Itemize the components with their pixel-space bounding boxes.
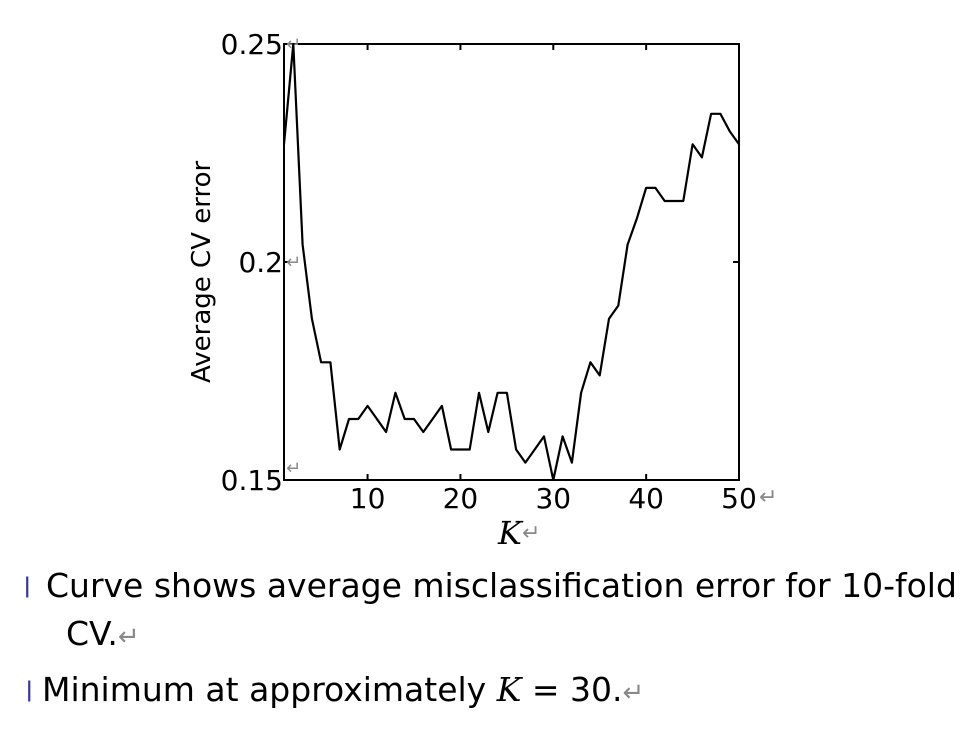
y-ticks: 0.15 ↵0.2 ↵0.25 ↵ [221, 28, 739, 497]
x-label-return-mark: ↵ [522, 521, 540, 546]
x-tick-return-mark: ↵ [759, 485, 777, 510]
bullet-2-text-after: = 30. [521, 670, 623, 709]
x-ticks: 10 20 30 40 50 ↵ [350, 44, 777, 515]
x-axis-label: K [497, 514, 524, 552]
y-tick-label: 0.25 [221, 28, 283, 61]
return-mark-icon: ↵ [622, 678, 645, 708]
bullet-2-variable: K [496, 670, 522, 709]
bullet-item-1: Curve shows average misclassification er… [46, 562, 957, 610]
bullet-1-line-2: CV. [66, 614, 118, 653]
cv-error-chart: 10 20 30 40 50 ↵ 0.15 ↵0.2 ↵0.25 ↵ Average CV er… [187, 28, 777, 552]
bullet-item-1-cont: CV.↵ [66, 610, 140, 661]
x-tick-label: 10 [350, 482, 386, 515]
x-tick-label: 20 [443, 482, 479, 515]
bullet-marker-icon: ǀ [26, 678, 33, 703]
return-mark-icon: ↵ [117, 622, 140, 652]
x-tick-label: 30 [535, 482, 571, 515]
y-tick-return-mark: ↵ [286, 458, 301, 479]
y-tick-return-mark: ↵ [286, 252, 301, 273]
bullet-1-line-1: Curve shows average misclassification er… [46, 566, 957, 605]
bullet-2-text-before: Minimum at approximately [42, 670, 497, 709]
y-tick-label: 0.15 [221, 464, 283, 497]
bullet-item-2: Minimum at approximately K = 30.↵ [42, 666, 644, 717]
bullet-marker-icon: ǀ [24, 574, 31, 599]
x-tick-label: 40 [628, 482, 664, 515]
cv-error-line [282, 42, 740, 482]
y-axis-label-group: Average CV error [187, 161, 217, 383]
y-axis-label: Average CV error [187, 161, 217, 383]
x-tick-label: 50 [721, 482, 757, 515]
y-tick-label: 0.2 [238, 246, 283, 279]
